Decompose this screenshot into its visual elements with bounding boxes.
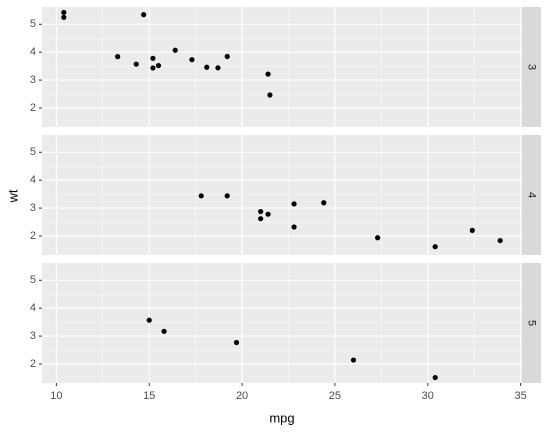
y-tick-label: 2	[30, 358, 36, 370]
strip-label: 3	[526, 64, 538, 70]
point	[258, 208, 264, 215]
y-tick-label: 4	[30, 302, 36, 314]
point	[141, 12, 147, 18]
point	[161, 328, 167, 334]
y-tick-label: 5	[30, 18, 36, 30]
point	[265, 71, 271, 77]
point	[155, 62, 162, 69]
point	[150, 55, 156, 61]
y-tick-label: 4	[30, 46, 36, 58]
y-axis-title: wt	[5, 189, 20, 203]
point	[115, 54, 121, 60]
panel	[42, 7, 522, 127]
y-tick-label: 3	[30, 202, 36, 214]
point	[224, 53, 230, 60]
point	[265, 211, 271, 217]
point	[291, 224, 297, 230]
y-tick-label: 3	[30, 74, 36, 86]
point	[432, 374, 438, 381]
panel	[42, 135, 522, 255]
point	[133, 61, 139, 67]
point	[432, 244, 438, 250]
y-tick-label: 3	[30, 330, 36, 342]
x-tick-label: 35	[514, 390, 526, 402]
point	[150, 65, 156, 71]
point	[258, 216, 264, 222]
point	[375, 235, 381, 241]
point	[204, 64, 210, 70]
point	[497, 237, 503, 244]
point	[61, 14, 67, 20]
point	[267, 92, 273, 98]
x-tick-label: 15	[143, 390, 155, 402]
y-tick-label: 4	[30, 174, 36, 186]
point	[321, 200, 327, 206]
y-tick-label: 5	[30, 274, 36, 286]
x-tick-label: 10	[50, 390, 62, 402]
point	[61, 9, 67, 16]
point	[224, 193, 230, 199]
point	[215, 65, 221, 71]
point	[189, 57, 195, 63]
x-tick-label: 20	[236, 390, 248, 402]
point	[469, 227, 475, 233]
y-tick-label: 2	[30, 102, 36, 114]
y-tick-label: 2	[30, 230, 36, 242]
y-tick-label: 5	[30, 146, 36, 158]
strip	[522, 7, 541, 127]
point	[350, 357, 357, 363]
point	[233, 339, 240, 346]
point	[146, 317, 152, 323]
x-tick-label: 25	[329, 390, 341, 402]
strip	[522, 135, 541, 255]
strip	[522, 263, 541, 383]
point	[172, 47, 178, 53]
panel	[42, 263, 522, 383]
strip-label: 4	[526, 192, 538, 198]
point	[198, 193, 204, 199]
x-tick-label: 30	[422, 390, 434, 402]
point	[291, 201, 297, 207]
strip-label: 5	[526, 320, 538, 326]
x-axis-title: mpg	[269, 410, 294, 425]
